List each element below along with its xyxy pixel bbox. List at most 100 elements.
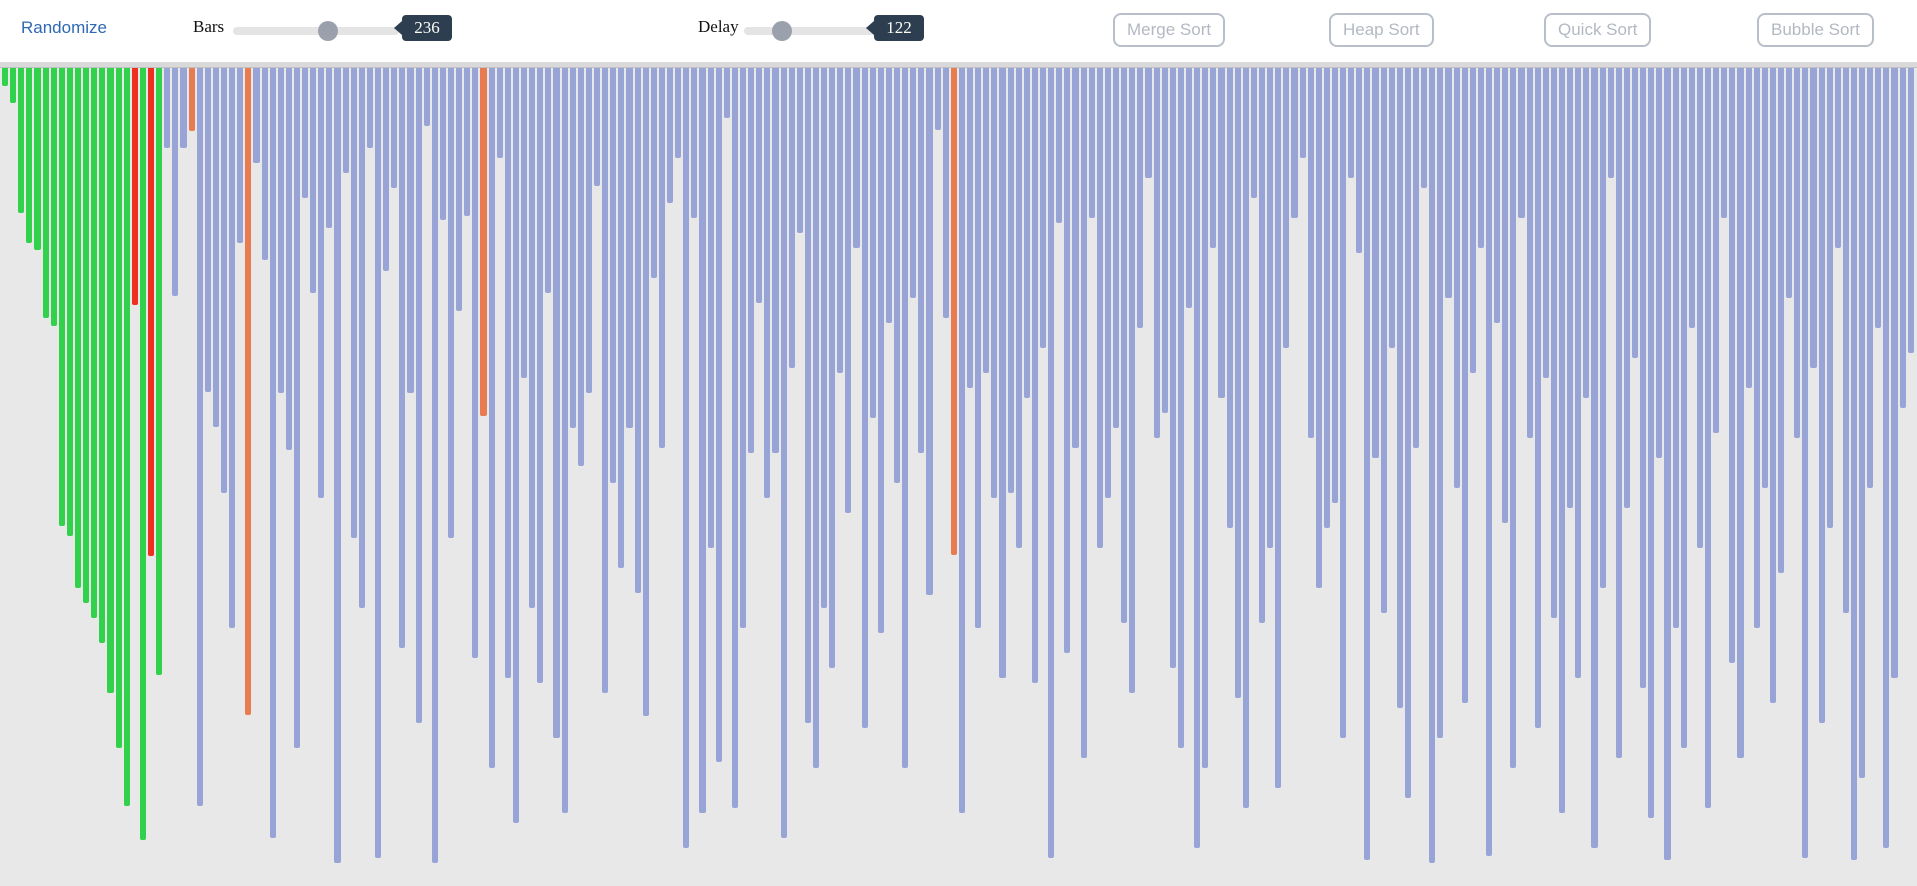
sort-bar	[1810, 68, 1817, 368]
sort-bar	[983, 68, 990, 373]
sort-bar	[1153, 68, 1160, 438]
sort-bar	[561, 68, 568, 813]
sort-bar	[415, 68, 422, 723]
sort-bar	[926, 68, 933, 595]
sort-bar	[1891, 68, 1898, 678]
sort-bar	[934, 68, 941, 130]
delay-slider-thumb[interactable]	[771, 21, 792, 41]
sort-bar	[748, 68, 755, 453]
sort-bar	[1567, 68, 1574, 508]
sort-bar	[837, 68, 844, 373]
sort-bar	[1737, 68, 1744, 758]
sort-bar	[1477, 68, 1485, 248]
sort-bar	[999, 68, 1006, 678]
sort-bar	[1834, 68, 1841, 248]
delay-slider[interactable]	[744, 21, 875, 41]
sort-bar	[691, 68, 698, 218]
sort-bar	[245, 68, 252, 715]
sort-bar	[1048, 68, 1055, 858]
sort-bar	[383, 68, 390, 271]
sort-bar	[634, 68, 641, 593]
sort-bar	[1112, 68, 1120, 428]
sort-bar	[1169, 68, 1176, 668]
sort-bar	[618, 68, 625, 568]
sort-bar	[1818, 68, 1825, 723]
sort-bar	[1299, 68, 1306, 158]
sort-bar	[204, 68, 211, 392]
sort-bar	[1315, 68, 1322, 588]
bars-slider[interactable]	[233, 21, 399, 41]
sort-bar	[334, 68, 341, 863]
sort-bar	[626, 68, 633, 428]
sort-bar	[1899, 68, 1906, 408]
sort-bar	[1794, 68, 1801, 438]
randomize-link[interactable]: Randomize	[21, 18, 107, 37]
sort-bar	[1396, 68, 1403, 708]
sort-bar	[326, 68, 333, 228]
sort-bar	[366, 68, 374, 148]
sort-bar	[756, 68, 763, 303]
bars-slider-track[interactable]	[233, 27, 399, 35]
sort-bar	[285, 68, 292, 450]
sort-bar	[407, 68, 414, 393]
bubble-sort-button[interactable]: Bubble Sort	[1757, 13, 1874, 47]
sort-bar	[1494, 68, 1501, 323]
sort-bar	[577, 68, 584, 466]
merge-sort-button[interactable]: Merge Sort	[1113, 13, 1226, 47]
sort-bar	[796, 68, 803, 233]
sort-bar	[950, 68, 957, 555]
sort-bar	[1704, 68, 1712, 808]
sort-bar	[147, 68, 155, 556]
sort-bar	[537, 68, 544, 683]
sort-bar	[220, 68, 228, 493]
quick-sort-button[interactable]: Quick Sort	[1544, 13, 1652, 47]
sort-bar	[1064, 68, 1071, 653]
sort-bar	[1275, 68, 1282, 788]
heap-sort-button[interactable]: Heap Sort	[1329, 13, 1434, 47]
sort-bar	[107, 68, 114, 693]
sort-bar	[821, 68, 828, 608]
sort-bar	[253, 68, 260, 163]
sort-bar	[448, 68, 455, 538]
sort-bar	[302, 68, 309, 198]
sort-bar	[545, 68, 552, 293]
sort-bar	[910, 68, 917, 298]
bars-value-badge: 236	[402, 15, 452, 41]
sort-bar	[1640, 68, 1647, 688]
sort-bar	[683, 68, 690, 848]
sort-bar	[1040, 68, 1047, 348]
sort-bar	[975, 68, 982, 628]
sort-bar	[342, 68, 349, 173]
sort-bar	[894, 68, 901, 483]
sort-bar	[261, 68, 268, 260]
sort-bar	[885, 68, 893, 323]
sort-bar	[553, 68, 560, 738]
sort-bar	[1121, 68, 1128, 623]
sort-bar	[642, 68, 649, 716]
sort-bar	[1023, 68, 1030, 398]
bars-slider-thumb[interactable]	[317, 21, 338, 41]
sort-bar	[1380, 68, 1387, 613]
sort-bar	[804, 68, 811, 723]
sort-bar	[1850, 68, 1858, 860]
delay-slider-track[interactable]	[744, 27, 875, 35]
sort-bar	[1721, 68, 1728, 218]
sort-bar	[1096, 68, 1103, 548]
sort-bar	[456, 68, 463, 311]
sort-bar	[1088, 68, 1095, 218]
sort-bar	[1777, 68, 1785, 573]
sort-bar	[99, 68, 106, 643]
sort-bar	[650, 68, 657, 278]
sort-bar	[34, 68, 41, 250]
sort-bar	[602, 68, 609, 693]
sort-bar	[1648, 68, 1655, 818]
sort-bar	[853, 68, 860, 248]
sort-bar	[1542, 68, 1549, 378]
sort-bar	[58, 68, 65, 526]
sort-bar	[593, 68, 601, 186]
sort-bar	[1696, 68, 1703, 548]
sort-bar	[131, 68, 138, 305]
sort-bar	[1729, 68, 1736, 663]
sort-bar	[1575, 68, 1582, 678]
sort-bar	[1404, 68, 1412, 798]
